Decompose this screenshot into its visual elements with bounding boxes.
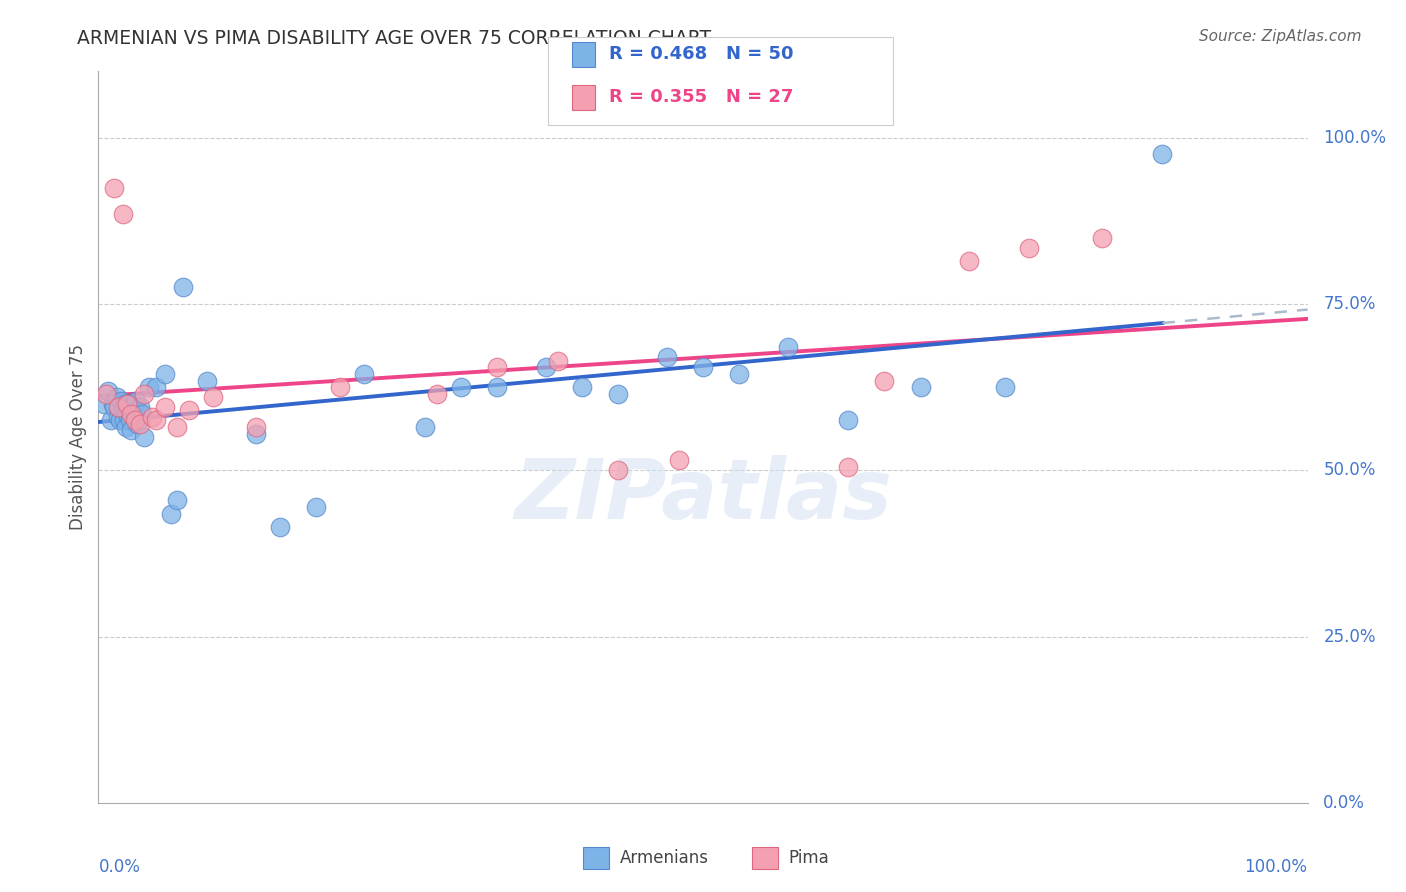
Point — [105, 390, 128, 404]
Point — [1091, 230, 1114, 244]
Point — [112, 413, 135, 427]
Point — [450, 380, 472, 394]
Point — [94, 387, 117, 401]
Point — [93, 397, 115, 411]
Point — [245, 420, 267, 434]
Point — [160, 507, 183, 521]
Text: R = 0.468   N = 50: R = 0.468 N = 50 — [609, 45, 793, 63]
Point — [125, 393, 148, 408]
Point — [692, 360, 714, 375]
Point — [108, 400, 131, 414]
Point — [108, 413, 131, 427]
Point — [120, 407, 142, 421]
Point — [837, 413, 859, 427]
Point — [486, 360, 509, 375]
Point — [153, 400, 176, 414]
Point — [607, 387, 630, 401]
Point — [138, 380, 160, 394]
Point — [166, 493, 188, 508]
Point — [107, 410, 129, 425]
Point — [134, 430, 156, 444]
Point — [873, 374, 896, 388]
Point — [111, 207, 134, 221]
Point — [534, 360, 557, 375]
Point — [910, 380, 932, 394]
Point — [118, 413, 141, 427]
Point — [103, 180, 125, 194]
Point — [103, 400, 125, 414]
Point — [305, 500, 328, 514]
Point — [195, 374, 218, 388]
Point — [486, 380, 509, 394]
Text: 50.0%: 50.0% — [1323, 461, 1375, 479]
Point — [127, 417, 149, 431]
Point — [1018, 241, 1040, 255]
Text: Armenians: Armenians — [620, 849, 709, 867]
Point — [115, 420, 138, 434]
Point — [124, 413, 146, 427]
Point — [1152, 147, 1174, 161]
Point — [117, 397, 139, 411]
Point — [571, 380, 593, 394]
Text: ZIPatlas: ZIPatlas — [515, 455, 891, 536]
Point — [131, 407, 153, 421]
Point — [111, 400, 134, 414]
Point — [128, 400, 150, 414]
Point — [426, 387, 449, 401]
Point — [172, 280, 194, 294]
Point — [957, 253, 980, 268]
Y-axis label: Disability Age Over 75: Disability Age Over 75 — [69, 344, 87, 530]
Text: Source: ZipAtlas.com: Source: ZipAtlas.com — [1198, 29, 1361, 44]
Point — [145, 380, 167, 394]
Point — [145, 413, 167, 427]
Text: Pima: Pima — [789, 849, 830, 867]
Point — [837, 460, 859, 475]
Point — [728, 367, 751, 381]
Point — [101, 397, 124, 411]
Point — [120, 424, 142, 438]
Point — [118, 397, 141, 411]
Point — [107, 400, 129, 414]
Point — [166, 420, 188, 434]
Point — [413, 420, 436, 434]
Point — [114, 397, 136, 411]
Point — [329, 380, 352, 394]
Point — [202, 390, 225, 404]
Text: 0.0%: 0.0% — [98, 858, 141, 876]
Point — [776, 340, 799, 354]
Point — [547, 353, 569, 368]
Point — [353, 367, 375, 381]
Point — [121, 400, 143, 414]
Point — [994, 380, 1017, 394]
Point — [245, 426, 267, 441]
Point — [134, 387, 156, 401]
Point — [269, 520, 291, 534]
Text: ARMENIAN VS PIMA DISABILITY AGE OVER 75 CORRELATION CHART: ARMENIAN VS PIMA DISABILITY AGE OVER 75 … — [77, 29, 711, 47]
Text: 75.0%: 75.0% — [1323, 295, 1375, 313]
Text: 100.0%: 100.0% — [1244, 858, 1308, 876]
Text: 0.0%: 0.0% — [1323, 794, 1365, 812]
Point — [141, 410, 163, 425]
Point — [97, 384, 120, 398]
Text: 100.0%: 100.0% — [1323, 128, 1386, 147]
Point — [110, 393, 132, 408]
Point — [100, 413, 122, 427]
Text: 25.0%: 25.0% — [1323, 628, 1376, 646]
Point — [607, 463, 630, 477]
Point — [179, 403, 201, 417]
Point — [655, 351, 678, 365]
Point — [124, 407, 146, 421]
Point — [153, 367, 176, 381]
Text: R = 0.355   N = 27: R = 0.355 N = 27 — [609, 88, 793, 106]
Point — [128, 417, 150, 431]
Point — [668, 453, 690, 467]
Point — [117, 407, 139, 421]
